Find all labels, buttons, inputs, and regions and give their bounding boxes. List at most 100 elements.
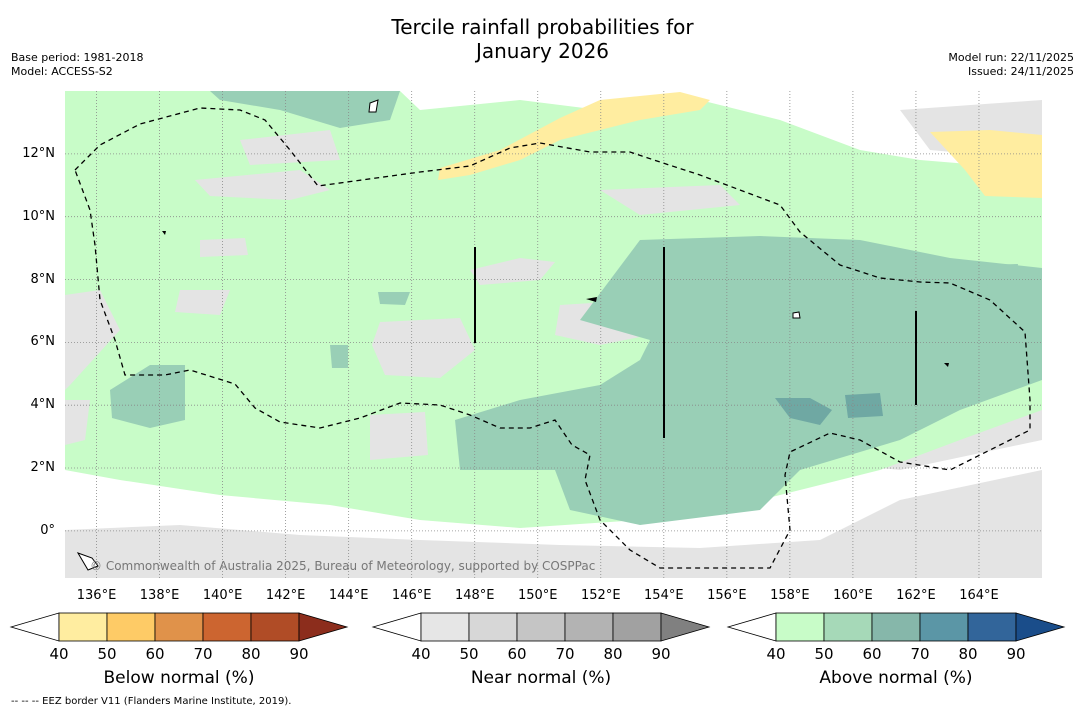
model-name: Model: ACCESS-S2 — [11, 65, 113, 78]
near-normal-patch — [600, 185, 740, 215]
colorbar-segment — [775, 612, 825, 642]
near-normal-patch — [372, 318, 475, 378]
latitude-tick-label: 2°N — [30, 460, 56, 476]
colorbar-tick-label: 40 — [49, 645, 69, 663]
island-shape — [76, 552, 99, 571]
longitude-tick-label: 148°E — [454, 588, 495, 603]
near-normal-patch — [240, 130, 340, 165]
colorbar-segment — [612, 612, 662, 642]
colorbar-segment — [106, 612, 156, 642]
above-normal-50-60 — [330, 345, 348, 368]
colorbar-title: Above normal (%) — [819, 668, 973, 688]
longitude-tick-label: 162°E — [896, 588, 936, 603]
colorbar-tick-label: 90 — [651, 645, 671, 663]
colorbar-segment — [468, 612, 518, 642]
colorbar-tick-label: 40 — [411, 645, 431, 663]
colorbar-title: Near normal (%) — [470, 668, 612, 688]
near-normal-patch — [65, 400, 90, 445]
base-period: Base period: 1981-2018 — [11, 51, 144, 64]
below-normal-40-50 — [930, 130, 1042, 198]
longitude-tick-label: 154°E — [644, 588, 684, 603]
colorbar-segment — [516, 612, 566, 642]
colorbar-tick-label: 50 — [814, 645, 834, 663]
near-normal-patch — [195, 170, 330, 200]
latitude-tick-label: 10°N — [22, 208, 55, 224]
colorbar-over-arrow — [660, 612, 711, 642]
colorbars — [9, 612, 1066, 642]
near-normal-patch — [175, 290, 230, 315]
longitude-tick-label: 150°E — [517, 588, 558, 603]
colorbar-tick-label: 80 — [958, 645, 978, 663]
colorbar-tick-label: 50 — [459, 645, 479, 663]
copyright-notice: © Commonwealth of Australia 2025, Bureau… — [90, 559, 596, 573]
longitude-tick-label: 138°E — [139, 588, 180, 603]
longitude-tick-label: 144°E — [328, 588, 369, 603]
colorbar-segment — [823, 612, 873, 642]
longitude-tick-label: 160°E — [833, 588, 873, 603]
longitude-tick-label: 140°E — [202, 588, 243, 603]
colorbar-segment — [919, 612, 969, 642]
colorbar-tick-label: 40 — [766, 645, 786, 663]
map-title-line1: Tercile rainfall probabilities for — [391, 15, 694, 39]
above-normal-50-60 — [455, 236, 1042, 525]
colorbar-tick-label: 70 — [555, 645, 575, 663]
island-shape — [944, 363, 949, 367]
gridlines — [65, 91, 1042, 578]
colorbar-tick-label: 70 — [910, 645, 930, 663]
longitude-tick-label: 158°E — [770, 588, 810, 603]
longitude-tick-label: 146°E — [391, 588, 432, 603]
map-title-line2: January 2026 — [475, 39, 610, 63]
latitude-tick-label: 0° — [40, 522, 55, 538]
colorbar-tick-label: 90 — [1006, 645, 1026, 663]
map-area[interactable] — [65, 91, 1042, 578]
longitude-tick-label: 142°E — [265, 588, 306, 603]
colorbar-tick-label: 60 — [507, 645, 527, 663]
colorbar-segment — [250, 612, 300, 642]
above-normal-50-60 — [985, 264, 1018, 290]
issued-date: Issued: 24/11/2025 — [967, 65, 1074, 78]
latitude-tick-label: 12°N — [22, 145, 55, 161]
island-shape — [792, 311, 801, 319]
colorbar-tick-label: 80 — [603, 645, 623, 663]
island-shape — [586, 297, 597, 302]
above-normal-50-60 — [378, 292, 410, 305]
colorbar-over-arrow — [1015, 612, 1066, 642]
longitude-tick-label: 164°E — [959, 588, 999, 603]
eez-border — [74, 107, 1031, 569]
colorbar-tick-label: 90 — [289, 645, 309, 663]
colorbar-over-arrow — [298, 612, 349, 642]
colorbar-segment — [564, 612, 614, 642]
below-normal-40-50 — [438, 92, 710, 180]
latitude-tick-label: 8°N — [30, 271, 56, 287]
near-normal-patch — [470, 258, 555, 285]
near-normal-patch — [370, 412, 428, 460]
colorbar-segment — [58, 612, 108, 642]
island-shape — [162, 231, 166, 235]
colorbar-under-arrow — [9, 612, 60, 642]
colorbar-segment — [154, 612, 204, 642]
longitude-tick-label: 156°E — [707, 588, 747, 603]
above-normal-50-60 — [210, 91, 400, 128]
near-normal-south — [65, 470, 1042, 578]
colorbar-segment — [967, 612, 1017, 642]
colorbar-segment — [420, 612, 470, 642]
above-normal-50-60 — [110, 365, 185, 428]
latitude-tick-label: 4°N — [30, 397, 56, 413]
longitude-tick-label: 152°E — [581, 588, 621, 603]
colorbar-tick-label: 80 — [241, 645, 261, 663]
colorbar-tick-label: 50 — [97, 645, 117, 663]
latitude-tick-label: 6°N — [30, 334, 56, 350]
near-normal-patch — [200, 238, 248, 257]
longitude-tick-label: 136°E — [76, 588, 117, 603]
colorbar-segment — [202, 612, 252, 642]
colorbar-tick-label: 60 — [145, 645, 165, 663]
colorbar-tick-label: 70 — [193, 645, 213, 663]
above-normal-60-70 — [775, 398, 832, 425]
eez-footnote: -- -- -- EEZ border V11 (Flanders Marine… — [11, 696, 292, 707]
colorbar-under-arrow — [371, 612, 422, 642]
island-shape — [368, 99, 379, 113]
model-run: Model run: 22/11/2025 — [948, 51, 1074, 64]
colorbar-tick-label: 60 — [862, 645, 882, 663]
colorbar-title: Below normal (%) — [103, 668, 255, 688]
